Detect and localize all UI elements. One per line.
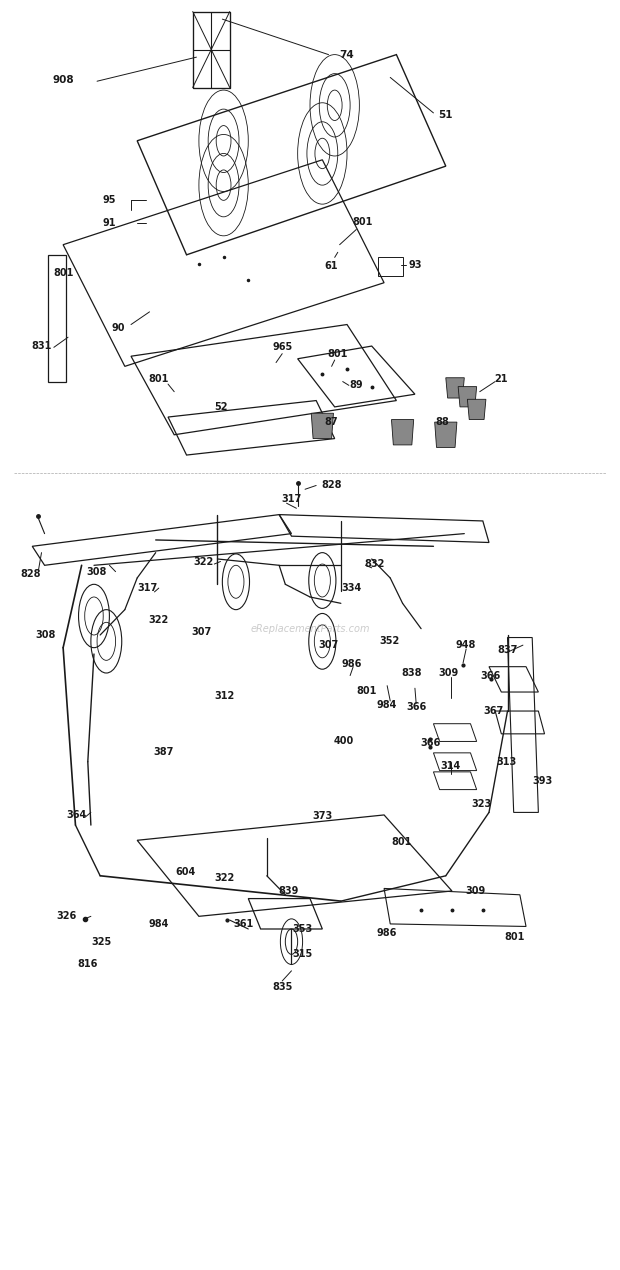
Text: 366: 366 xyxy=(406,702,427,712)
Text: 400: 400 xyxy=(334,737,354,747)
Text: 393: 393 xyxy=(533,776,553,786)
Text: 828: 828 xyxy=(321,480,342,490)
Text: 832: 832 xyxy=(365,559,385,569)
Text: 831: 831 xyxy=(32,342,51,351)
Text: 51: 51 xyxy=(438,110,453,121)
Text: 801: 801 xyxy=(356,686,377,696)
Text: 61: 61 xyxy=(325,262,339,272)
Text: 801: 801 xyxy=(505,932,525,941)
Text: 322: 322 xyxy=(215,874,235,884)
Text: 801: 801 xyxy=(53,268,73,278)
Text: 801: 801 xyxy=(327,349,348,358)
Text: 314: 314 xyxy=(440,761,460,771)
Text: 835: 835 xyxy=(272,982,293,992)
Text: 317: 317 xyxy=(138,583,158,593)
Text: 816: 816 xyxy=(78,959,98,969)
Text: 87: 87 xyxy=(325,417,339,427)
Text: 353: 353 xyxy=(293,925,312,933)
Text: 326: 326 xyxy=(56,912,76,921)
Text: 317: 317 xyxy=(281,494,301,504)
Text: 322: 322 xyxy=(149,615,169,625)
Text: 948: 948 xyxy=(455,640,476,650)
Text: 52: 52 xyxy=(214,401,228,411)
Text: 95: 95 xyxy=(103,196,116,206)
Text: 307: 307 xyxy=(319,640,339,650)
Text: 838: 838 xyxy=(402,668,422,678)
Text: 986: 986 xyxy=(341,659,361,669)
Text: 986: 986 xyxy=(377,928,397,937)
Text: 309: 309 xyxy=(439,668,459,678)
Text: eReplacementParts.com: eReplacementParts.com xyxy=(250,624,370,634)
Polygon shape xyxy=(458,386,477,406)
Text: 366: 366 xyxy=(420,738,440,748)
Text: 90: 90 xyxy=(112,324,125,333)
Text: 312: 312 xyxy=(215,691,235,701)
Text: 323: 323 xyxy=(471,799,492,809)
Polygon shape xyxy=(467,399,486,419)
Text: 801: 801 xyxy=(352,217,373,227)
Text: 91: 91 xyxy=(103,218,116,229)
Text: 21: 21 xyxy=(495,375,508,384)
Text: 88: 88 xyxy=(436,417,449,427)
Text: 308: 308 xyxy=(87,566,107,577)
Text: 965: 965 xyxy=(272,343,293,352)
Text: 334: 334 xyxy=(342,583,362,593)
Text: 604: 604 xyxy=(175,867,195,878)
Text: 366: 366 xyxy=(480,671,501,681)
Text: 908: 908 xyxy=(52,75,74,85)
Text: 984: 984 xyxy=(149,919,169,928)
Polygon shape xyxy=(311,413,334,438)
Text: 352: 352 xyxy=(379,636,399,646)
Text: 367: 367 xyxy=(484,706,504,716)
Text: 828: 828 xyxy=(20,569,42,579)
Text: 387: 387 xyxy=(153,747,173,757)
Text: 839: 839 xyxy=(278,886,299,895)
Text: 984: 984 xyxy=(377,700,397,710)
Text: 801: 801 xyxy=(149,375,169,384)
Text: 309: 309 xyxy=(465,886,485,895)
Text: 89: 89 xyxy=(350,380,363,390)
Text: 801: 801 xyxy=(391,837,412,847)
Text: 308: 308 xyxy=(35,630,56,640)
Text: 361: 361 xyxy=(233,919,254,928)
Text: 315: 315 xyxy=(293,950,312,959)
Polygon shape xyxy=(391,419,414,444)
Polygon shape xyxy=(446,377,464,398)
Text: 307: 307 xyxy=(192,627,212,638)
Polygon shape xyxy=(435,422,457,447)
Text: 364: 364 xyxy=(66,810,87,820)
Text: 74: 74 xyxy=(340,50,355,60)
Text: 313: 313 xyxy=(496,757,516,767)
Text: 373: 373 xyxy=(312,812,332,822)
Text: 322: 322 xyxy=(193,556,213,566)
Text: 837: 837 xyxy=(497,645,518,655)
Text: 325: 325 xyxy=(91,937,112,946)
Text: 93: 93 xyxy=(408,260,422,271)
